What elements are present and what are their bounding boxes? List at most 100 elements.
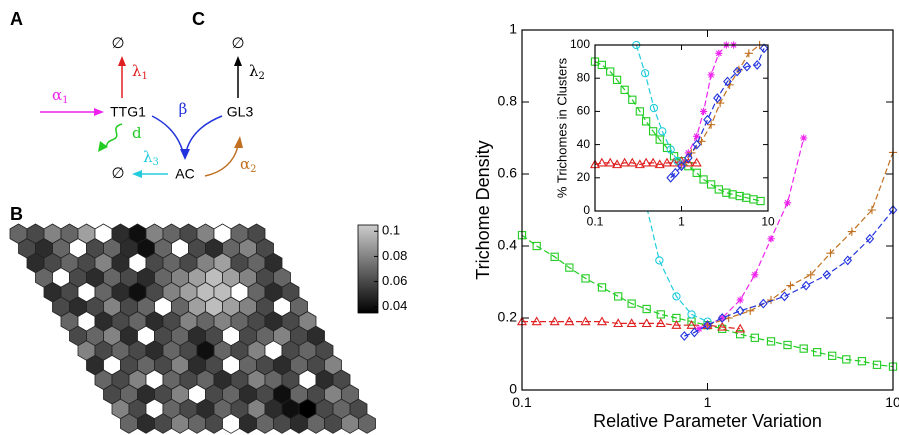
marker (800, 134, 808, 142)
marker (699, 107, 708, 115)
marker (732, 66, 742, 77)
marker (799, 344, 808, 353)
arrow (185, 115, 223, 153)
arrow (204, 145, 239, 177)
marker (706, 180, 716, 189)
y-tick-label: 0 (583, 203, 590, 217)
y-axis-label: % Trichomes in Clusters (554, 57, 569, 198)
x-axis-label: Relative Parameter Variation (593, 411, 822, 431)
marker (715, 49, 723, 57)
arrow (101, 123, 123, 149)
marker (736, 296, 744, 304)
x-tick-label: 10 (885, 394, 899, 410)
marker (736, 330, 745, 339)
sink: ∅ (231, 34, 244, 52)
marker (717, 313, 727, 323)
marker (626, 318, 637, 328)
y-tick-label: 0.2 (498, 309, 518, 325)
marker (597, 283, 607, 292)
arrow-head (234, 56, 242, 66)
colorbar-tick-label: 0.06 (382, 273, 407, 288)
rate-label: λ3 (143, 148, 159, 168)
rate-label: α2 (240, 155, 257, 175)
rate-label: d (132, 124, 142, 142)
marker (783, 199, 792, 207)
y-tick-label: 80 (577, 70, 591, 84)
marker (658, 127, 667, 136)
marker (550, 252, 559, 261)
marker (717, 321, 728, 331)
marker (847, 227, 856, 236)
marker (641, 69, 650, 78)
marker (707, 71, 715, 79)
x-tick-label: 0.1 (587, 215, 604, 229)
marker (668, 157, 680, 167)
y-tick-label: 1 (509, 21, 517, 37)
panel-label: C (192, 9, 205, 29)
rate-label: α1 (52, 86, 69, 106)
marker (614, 292, 623, 301)
marker (695, 325, 703, 333)
marker (744, 49, 753, 58)
x-tick-label: 10 (761, 215, 775, 229)
marker (752, 59, 762, 70)
series-line (521, 234, 894, 368)
marker (742, 61, 752, 72)
y-tick-label: 100 (570, 37, 590, 51)
arrow-head (98, 141, 108, 152)
marker (627, 157, 638, 167)
marker (806, 270, 815, 279)
sink: ∅ (111, 34, 124, 52)
marker (751, 271, 759, 279)
marker (661, 157, 673, 167)
marker (672, 292, 681, 301)
node: AC (175, 166, 194, 182)
marker (690, 327, 699, 338)
marker (581, 274, 590, 283)
x-tick-label: 0.1 (512, 394, 532, 410)
x-tick-label: 1 (678, 215, 685, 229)
marker (766, 337, 776, 346)
marker (655, 256, 664, 265)
y-tick-label: 0.6 (498, 165, 518, 181)
marker (857, 357, 867, 366)
marker (654, 159, 665, 169)
series-line (707, 152, 894, 326)
marker (735, 191, 744, 201)
rate-label: β (179, 100, 188, 118)
x-tick-label: 1 (704, 394, 712, 410)
marker (750, 333, 760, 342)
marker (766, 295, 776, 305)
marker (648, 127, 658, 136)
marker (812, 348, 822, 357)
marker (703, 320, 712, 331)
marker (693, 132, 701, 140)
marker (826, 249, 835, 258)
marker (677, 161, 686, 172)
node: GL3 (227, 104, 254, 120)
marker (627, 299, 636, 308)
y-axis-label: Trichome Density (473, 140, 493, 279)
series-line (522, 321, 741, 330)
marker (822, 269, 832, 280)
marker (635, 107, 645, 116)
marker (692, 168, 701, 177)
arrow-head (118, 56, 126, 66)
marker (780, 291, 789, 302)
marker (686, 319, 697, 329)
marker (735, 323, 746, 333)
colorbar-tick-label: 0.1 (382, 223, 400, 238)
marker (655, 135, 664, 144)
marker (713, 93, 722, 104)
marker (666, 145, 675, 154)
marker (867, 205, 877, 215)
marker (662, 143, 672, 153)
marker (767, 235, 775, 243)
marker (723, 76, 732, 87)
marker (596, 157, 607, 167)
marker (531, 316, 542, 326)
marker (628, 95, 637, 104)
marker (596, 316, 608, 326)
marker (683, 157, 694, 167)
arrow-head (94, 108, 104, 116)
